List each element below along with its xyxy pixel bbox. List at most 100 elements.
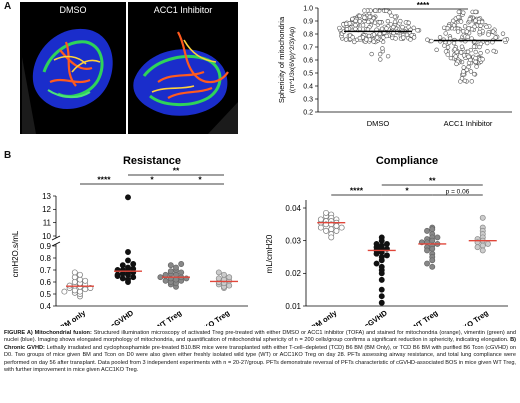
sphericity-data-point [473, 9, 478, 15]
resistance-data-point [71, 279, 78, 285]
sphericity-data-point [393, 36, 398, 41]
resistance-data-point [167, 262, 174, 269]
resistance-axis-break-mark [51, 235, 61, 241]
sphericity-data-point [465, 34, 470, 40]
resistance-data-point [77, 276, 83, 283]
sphericity-data-point [456, 9, 462, 15]
compliance-y-tick-label: 0.02 [285, 269, 301, 278]
sphericity-data-point [469, 27, 475, 32]
resistance-y-tick-label: 11 [43, 218, 52, 227]
sphericity-x-tick-label: DMSO [367, 119, 390, 128]
sphericity-data-point [371, 39, 376, 44]
sphericity-data-point [429, 38, 434, 44]
sphericity-data-point [469, 79, 474, 84]
sphericity-data-point [464, 67, 469, 73]
compliance-data-point [474, 244, 481, 251]
sphericity-data-point [379, 26, 385, 32]
sphericity-data-point [458, 19, 464, 24]
resistance-data-point [125, 257, 131, 264]
resistance-data-point [215, 275, 222, 282]
sphericity-y-tick-label: 0.5 [303, 71, 313, 78]
compliance-data-point [434, 234, 441, 241]
sphericity-data-point [443, 31, 448, 36]
resistance-data-point [215, 269, 222, 276]
compliance-data-point [429, 263, 436, 270]
figure-caption: FIGURE A) Mitochondrial fusion: Structur… [4, 330, 516, 374]
sphericity-data-point [461, 53, 467, 58]
sphericity-y-tick-label: 0.8 [303, 32, 313, 39]
sphericity-data-point [450, 18, 456, 24]
sphericity-data-point [387, 10, 392, 15]
sphericity-data-point [392, 19, 398, 25]
sphericity-data-point [454, 61, 459, 67]
compliance-data-point [317, 224, 324, 231]
compliance-data-point [373, 250, 380, 257]
sphericity-data-point [451, 40, 457, 46]
sphericity-data-point [465, 49, 471, 55]
compliance-data-point [378, 270, 385, 277]
resistance-data-point [71, 274, 78, 281]
compliance-x-tick-label: WT Treg [410, 308, 440, 326]
sphericity-data-point [459, 76, 465, 81]
resistance-data-point [125, 194, 131, 201]
compliance-data-point [333, 223, 340, 229]
sphericity-data-point [453, 54, 458, 59]
sphericity-chart: 0.2 0.3 0.4 0.5 0.6 0.7 0.8 0.9 1.0 Sphericity of… [277, 1, 512, 128]
resistance-data-point [173, 264, 179, 271]
compliance-data-point [378, 276, 385, 283]
resistance-data-point [167, 268, 174, 275]
caption-heading-b: B) Chronic GVHD: [4, 337, 516, 351]
sphericity-data-point [343, 21, 349, 26]
sphericity-data-point [369, 51, 374, 57]
compliance-data-point [429, 237, 436, 244]
sphericity-data-point [461, 10, 466, 15]
sphericity-data-point [493, 35, 498, 40]
resistance-data-point [119, 275, 126, 282]
resistance-chart: Resistance 10 11 12 13 0.4 0.5 0.6 0.7 0.8 0.9 cmH2… [11, 155, 248, 326]
resistance-significance-label: * [150, 175, 154, 185]
resistance-significance-label: **** [97, 175, 111, 185]
sphericity-data-point [474, 64, 479, 69]
resistance-axis-break-mark [51, 241, 61, 247]
sphericity-data-point [357, 35, 363, 41]
resistance-x-tick-label: cGVHD [109, 308, 136, 326]
resistance-y-tick-label: 0.6 [40, 278, 52, 287]
compliance-data-point [338, 224, 345, 231]
sphericity-data-point [415, 28, 420, 33]
resistance-data-point [125, 276, 131, 283]
sphericity-data-point [367, 14, 373, 20]
resistance-data-point [71, 269, 78, 276]
compliance-data-point [429, 245, 436, 252]
sphericity-data-point [385, 18, 391, 24]
sphericity-data-point [392, 14, 398, 20]
sphericity-data-point [437, 35, 443, 40]
sphericity-data-point [445, 52, 450, 57]
sphericity-data-point [479, 19, 485, 25]
compliance-data-point [429, 226, 436, 233]
sphericity-data-point [472, 71, 477, 77]
resistance-data-point [125, 249, 131, 255]
compliance-y-label: mL/cmH20 [265, 234, 274, 273]
sphericity-data-point [374, 35, 380, 40]
resistance-data-point [162, 277, 169, 284]
compliance-title: Compliance [376, 155, 438, 167]
sphericity-data-point [485, 40, 490, 46]
compliance-data-point [328, 234, 335, 241]
resistance-data-point [114, 271, 121, 278]
microscopy-dmso-graphic [20, 2, 126, 134]
sphericity-data-point [380, 46, 385, 51]
panel-a-letter: A [4, 1, 12, 12]
sphericity-data-point [445, 45, 451, 50]
microscopy-label-dmso: DMSO [59, 5, 87, 15]
compliance-data-point [378, 257, 385, 264]
sphericity-data-point [350, 35, 355, 40]
sphericity-data-point [434, 47, 439, 53]
resistance-data-point [61, 288, 68, 295]
resistance-data-point [82, 277, 89, 284]
sphericity-data-point [377, 51, 383, 57]
sphericity-x-tick-label: ACC1 Inhibitor [444, 119, 493, 128]
compliance-data-point [429, 257, 436, 264]
resistance-data-point [178, 261, 185, 267]
compliance-data-point [424, 227, 430, 234]
sphericity-data-point [455, 29, 461, 34]
